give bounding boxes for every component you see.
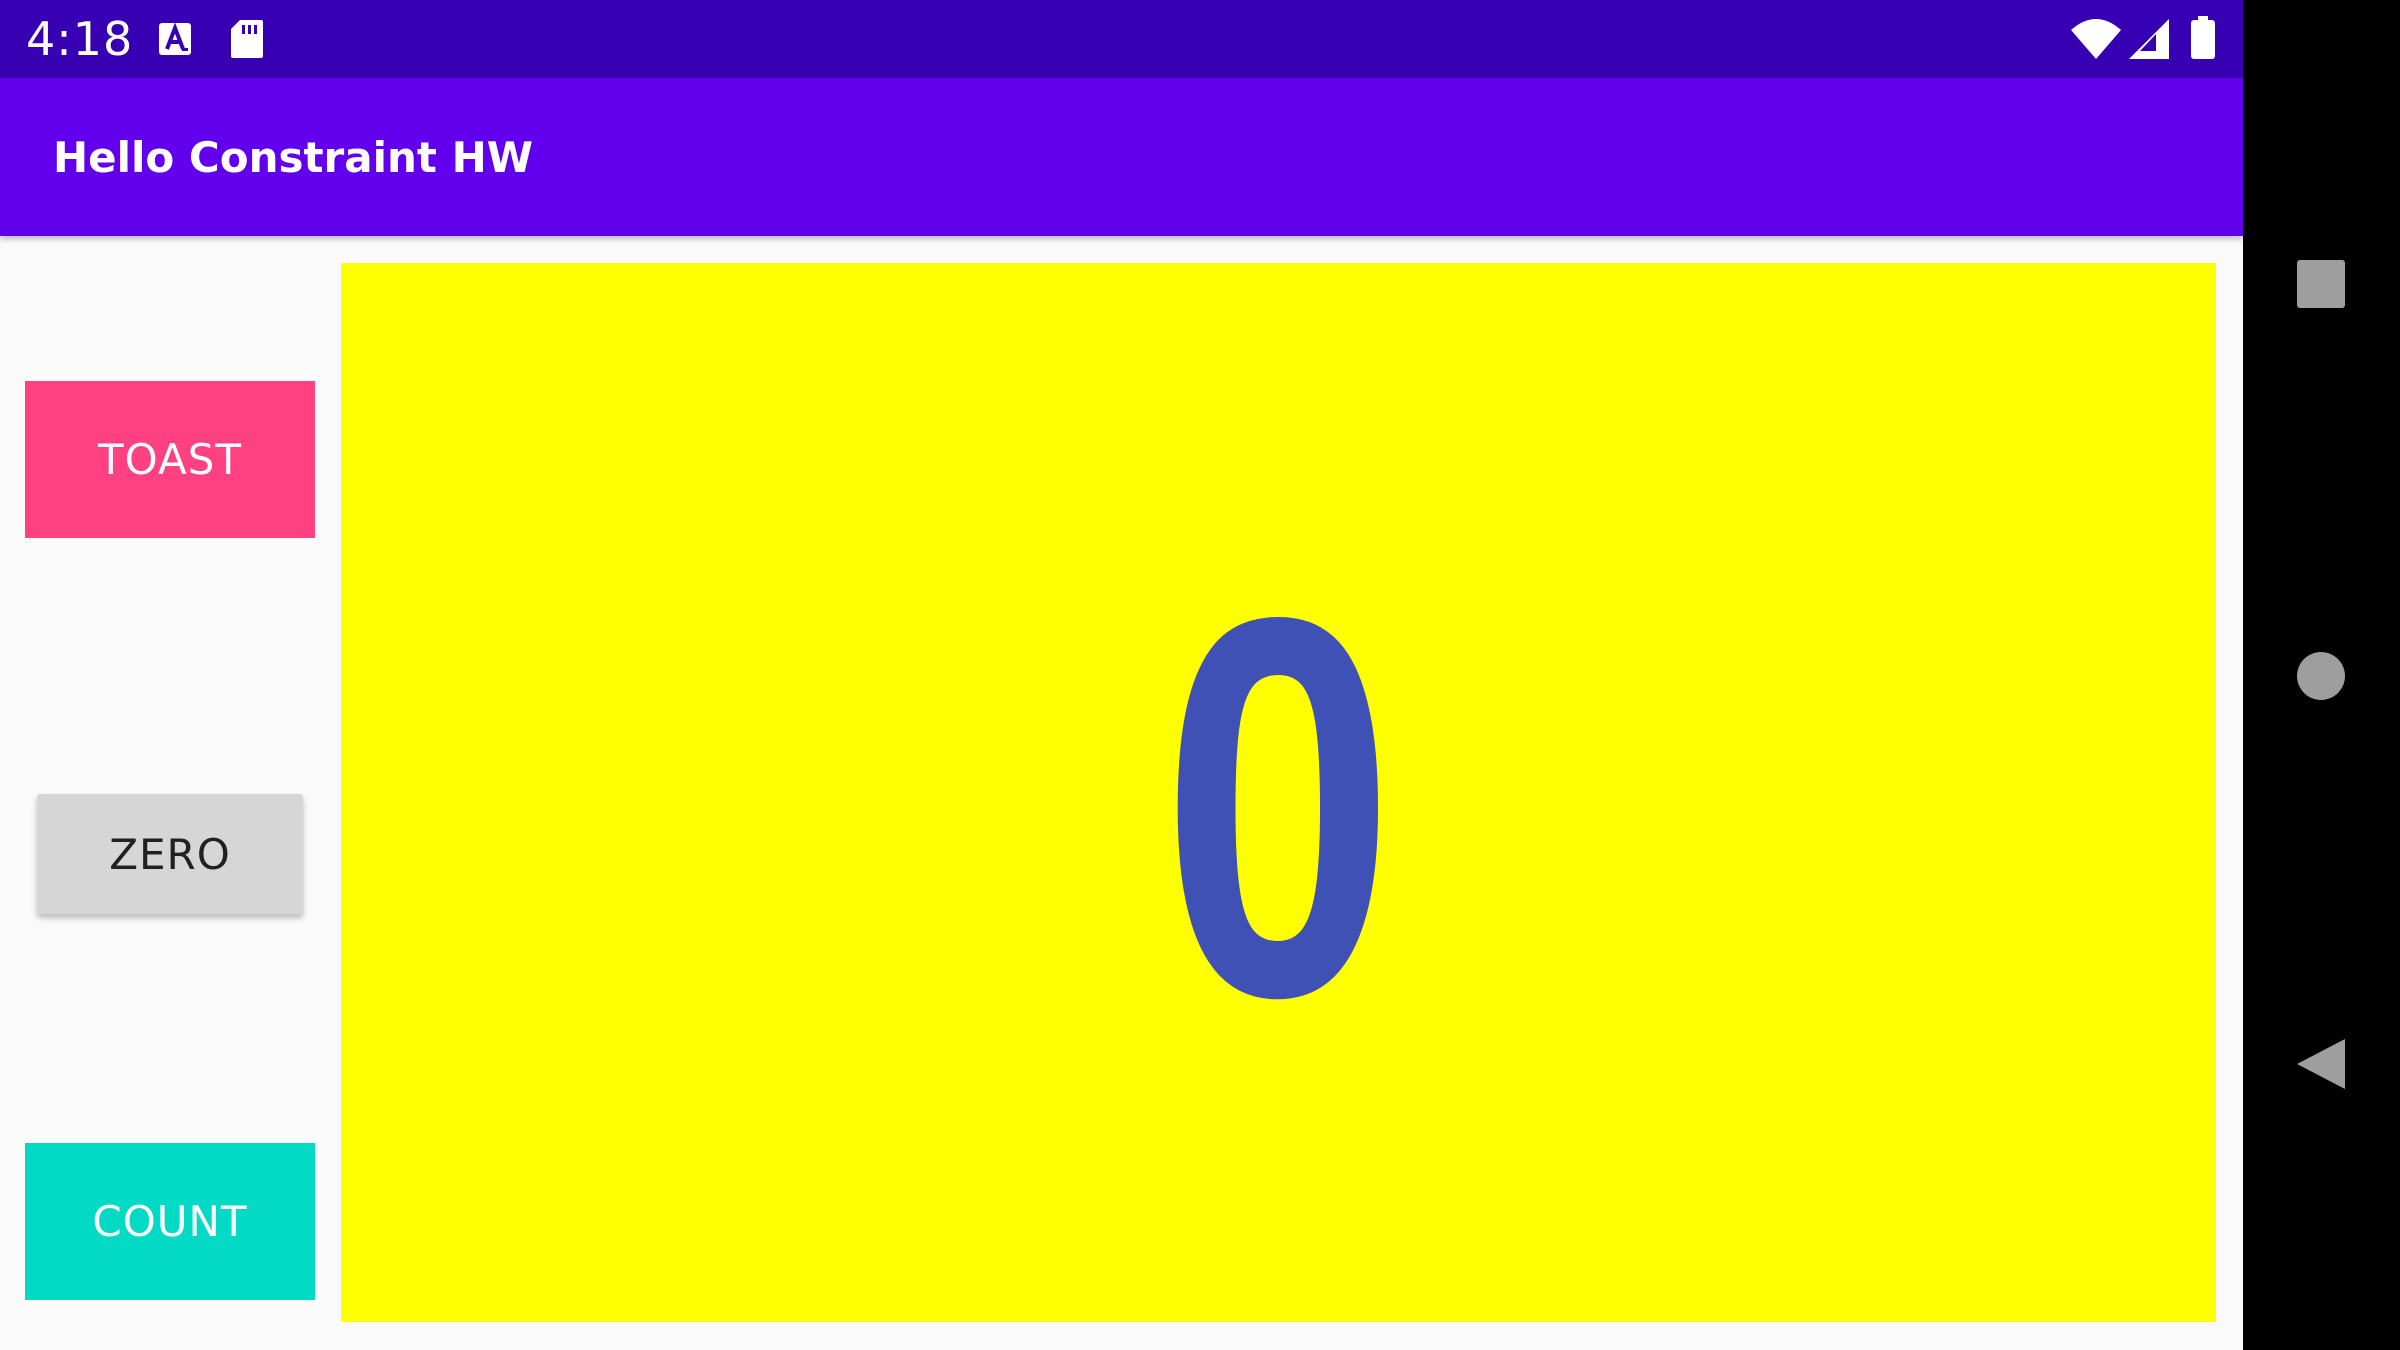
status-bar: 4:18: [0, 0, 2243, 78]
count-display: 0: [341, 263, 2216, 1322]
sd-card-icon: [230, 19, 264, 59]
back-icon[interactable]: [2296, 1038, 2346, 1090]
app-screen: 4:18 Hello Constraint HW TOAST: [0, 0, 2243, 1350]
text-a-notification-icon: [158, 22, 192, 56]
battery-icon: [2190, 16, 2216, 60]
toast-button-label: TOAST: [98, 435, 242, 484]
recents-icon[interactable]: [2296, 259, 2346, 309]
navigation-bar: [2243, 0, 2400, 1350]
count-value: 0: [1161, 538, 1395, 1078]
status-time: 4:18: [26, 14, 133, 64]
zero-button-label: ZERO: [109, 830, 231, 879]
zero-button[interactable]: ZERO: [37, 794, 303, 914]
app-bar: Hello Constraint HW: [0, 78, 2243, 236]
app-title: Hello Constraint HW: [53, 133, 533, 183]
wifi-icon: [2070, 18, 2122, 60]
count-button-label: COUNT: [92, 1197, 247, 1246]
toast-button[interactable]: TOAST: [25, 381, 315, 538]
cell-signal-icon: [2128, 18, 2170, 60]
home-icon[interactable]: [2296, 651, 2346, 701]
count-button[interactable]: COUNT: [25, 1143, 315, 1300]
